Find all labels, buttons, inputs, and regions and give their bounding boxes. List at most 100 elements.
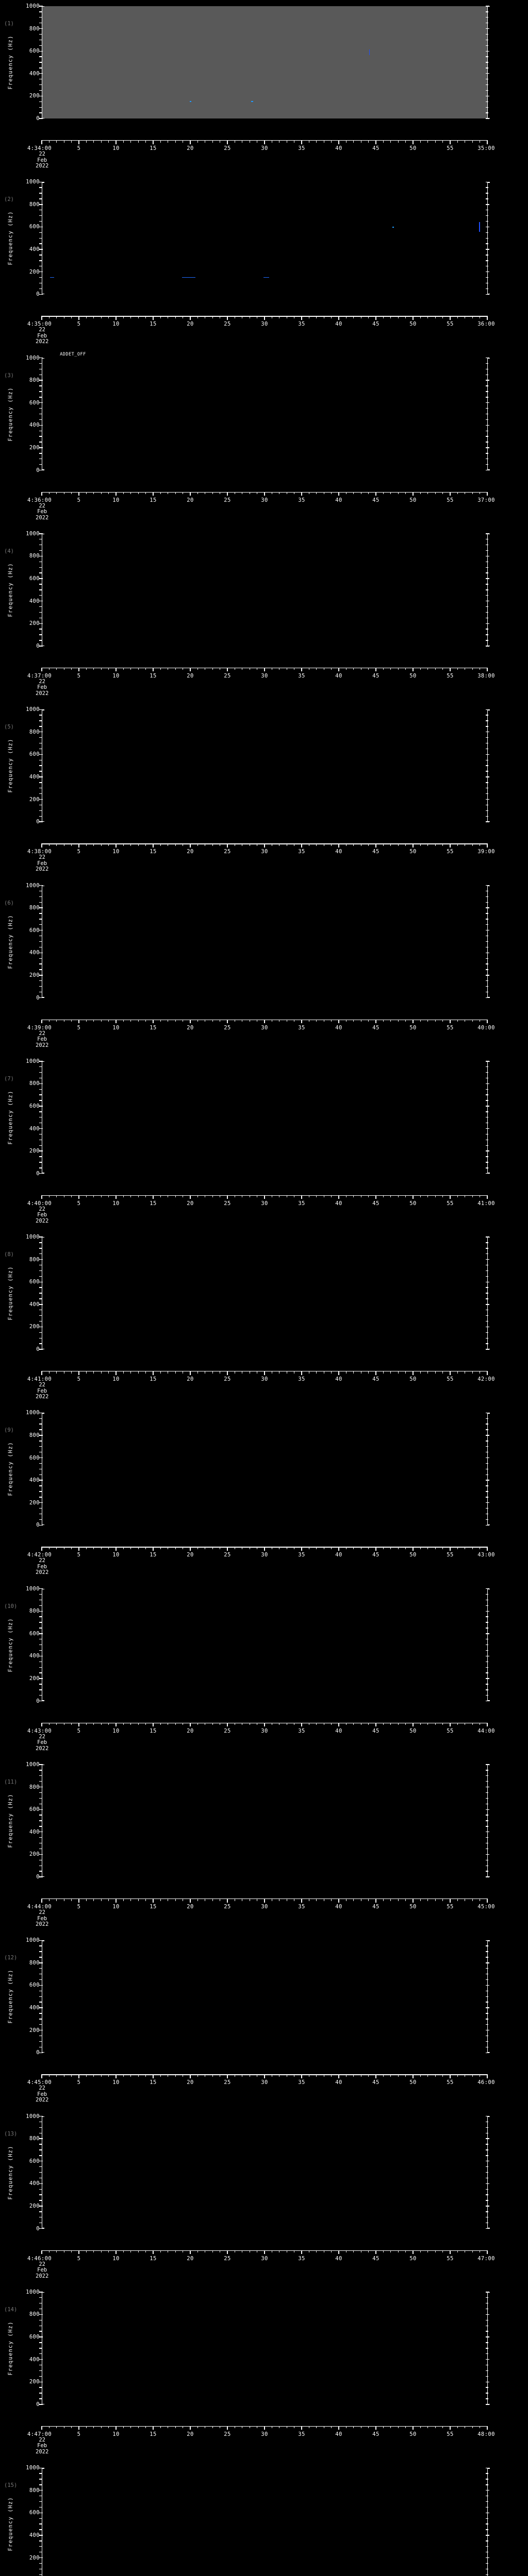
x-tick [472, 1371, 473, 1374]
x-tick-label: 25 [224, 1376, 231, 1383]
x-tick [338, 1195, 339, 1199]
x-tick [353, 1195, 354, 1198]
x-tick [353, 1019, 354, 1022]
y-tick [486, 56, 488, 57]
date-line: Feb [37, 2091, 47, 2097]
axis-cap [41, 492, 42, 496]
x-tick [101, 492, 102, 495]
x-tick [338, 1371, 339, 1375]
y-tick [486, 1242, 488, 1243]
x-tick [101, 1547, 102, 1549]
x-tick-label-start: 4:39:00 [27, 1024, 52, 1031]
y-axis-right [486, 1940, 490, 2053]
panel-number: (15) [4, 2482, 18, 2489]
y-tick [486, 924, 488, 925]
axis-cap [42, 2116, 45, 2117]
y-tick [486, 447, 489, 448]
date-line: 2022 [36, 2448, 49, 2455]
y-tick [486, 2024, 488, 2025]
y-tick [486, 2155, 488, 2156]
x-tick [108, 1547, 109, 1549]
y-tick [486, 1594, 488, 1595]
x-tick-label: 40 [335, 2079, 342, 2086]
x-tick [264, 1195, 265, 1199]
y-tick [39, 754, 43, 755]
y-axis-title-text: Frequency (Hz) [8, 563, 14, 617]
y-tick [486, 793, 488, 794]
y-tick [39, 907, 43, 908]
x-tick [316, 1195, 317, 1198]
x-tick [101, 2426, 102, 2429]
x-tick-label-start: 4:42:00 [27, 1552, 52, 1558]
x-tick-labels: 4:40:00 5 10 15 20 25 30 35 40 45 50 55 41:00 [0, 1200, 528, 1208]
x-tick [264, 2426, 265, 2430]
y-tick [39, 1605, 42, 1606]
x-axis [41, 316, 488, 320]
x-tick [56, 1195, 57, 1198]
y-tick [39, 2557, 43, 2558]
y-tick [486, 2138, 489, 2139]
y-tick-label: 800 [29, 201, 40, 208]
x-tick [71, 1195, 72, 1198]
x-tick-label-end: 38:00 [477, 672, 495, 679]
x-tick [442, 1722, 443, 1725]
y-axis-title-text: Frequency (Hz) [8, 1793, 14, 1848]
x-tick [301, 1722, 302, 1727]
x-tick [93, 316, 94, 318]
x-tick-label: 45 [372, 1376, 380, 1383]
axis-cap [42, 1061, 45, 1062]
x-tick-label: 25 [224, 1727, 231, 1734]
x-tick-label: 25 [224, 1200, 231, 1207]
x-tick [383, 2250, 384, 2253]
y-tick [39, 2183, 43, 2184]
y-tick [39, 2127, 42, 2128]
x-tick-labels: 4:47:00 5 10 15 20 25 30 35 40 45 50 55 48:00 [0, 2431, 528, 2439]
x-tick [472, 492, 473, 495]
y-tick-label: 600 [29, 927, 40, 934]
x-tick [368, 316, 369, 318]
y-tick [39, 578, 43, 579]
y-tick [486, 2342, 488, 2343]
panel-4: 0 200 400 600 800 1000 Frequency (Hz) (4) 4:37:0… [0, 528, 528, 703]
x-tick [86, 2250, 87, 2253]
x-tick [353, 1371, 354, 1374]
x-tick [368, 2074, 369, 2077]
x-tick [138, 2250, 139, 2253]
x-tick [78, 1547, 79, 1551]
panel-number: (1) [4, 21, 14, 27]
panel-number: (3) [4, 372, 14, 379]
x-tick [442, 316, 443, 318]
x-tick-label: 15 [150, 1904, 157, 1910]
panel-14: 0 200 400 600 800 1000 Frequency (Hz) (14) 4:47:… [0, 2286, 528, 2462]
x-tick [398, 1899, 399, 1901]
x-tick [338, 2426, 339, 2430]
y-tick [486, 1440, 488, 1442]
y-tick [486, 634, 488, 635]
panel-5: 0 200 400 600 800 1000 Frequency (Hz) (5) 4:38:0… [0, 703, 528, 879]
y-tick [486, 1611, 489, 1612]
date-line: 22 [39, 1382, 45, 1388]
x-tick-label: 50 [409, 497, 417, 503]
x-tick [212, 1371, 213, 1374]
x-tick [123, 492, 124, 495]
x-tick-label: 25 [224, 2431, 231, 2437]
y-tick [39, 2189, 42, 2190]
x-tick-label-end: 40:00 [477, 1024, 495, 1031]
x-tick-label: 40 [335, 321, 342, 328]
x-tick [368, 140, 369, 143]
x-tick-label-end: 48:00 [477, 2431, 495, 2437]
x-tick [375, 140, 376, 144]
detection-mark [189, 101, 192, 102]
x-tick [427, 1195, 428, 1198]
y-axis-title-text: Frequency (Hz) [8, 2497, 14, 2551]
x-tick [145, 1722, 146, 1725]
x-tick [138, 1899, 139, 1901]
x-tick [175, 316, 176, 318]
y-tick [39, 1979, 42, 1980]
x-tick [175, 2074, 176, 2077]
x-tick [368, 1899, 369, 1901]
x-tick-label: 20 [187, 1904, 194, 1910]
x-tick [138, 2426, 139, 2429]
x-tick-label: 15 [150, 2079, 157, 2086]
